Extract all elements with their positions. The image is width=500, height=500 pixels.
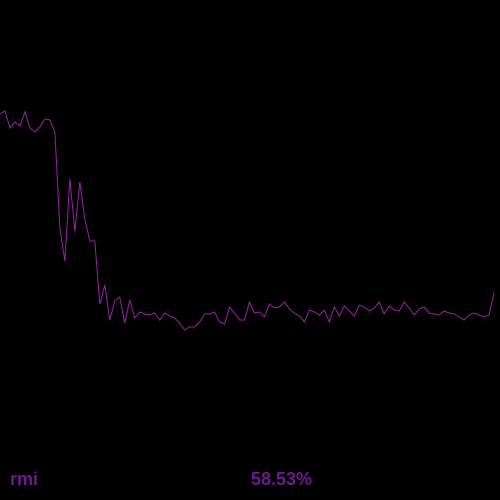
- series-line-0: [0, 110, 495, 331]
- series-group: [0, 110, 495, 331]
- metric-name-label: rmi: [10, 469, 39, 489]
- metric-value-label: 58.53%: [251, 469, 313, 489]
